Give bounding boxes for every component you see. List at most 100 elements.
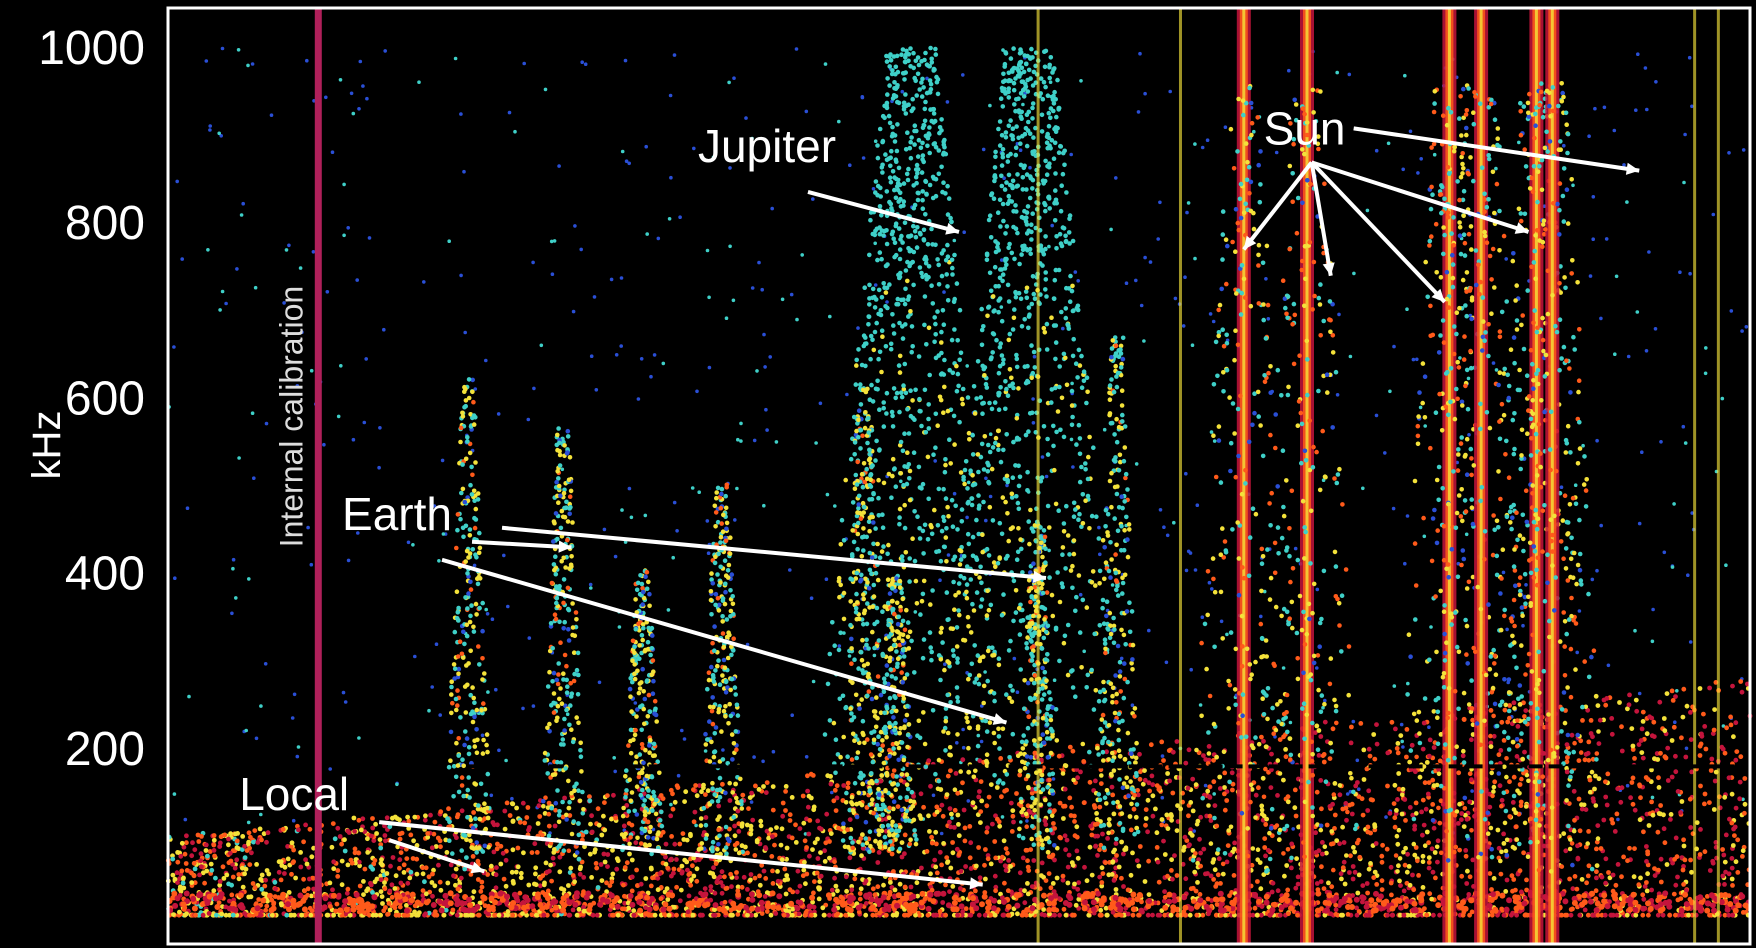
emission-dot (1438, 798, 1444, 804)
emission-dot (342, 837, 347, 843)
emission-dot (183, 817, 188, 822)
emission-dot (849, 887, 855, 893)
emission-dot (1688, 640, 1693, 644)
emission-dot (336, 414, 341, 419)
emission-dot (748, 872, 754, 877)
emission-dot (357, 863, 362, 869)
emission-dot (232, 865, 238, 871)
emission-dot (695, 389, 699, 394)
emission-dot (1643, 775, 1649, 780)
emission-dot (264, 839, 269, 845)
emission-dot (1723, 832, 1729, 838)
emission-dot (1427, 753, 1432, 759)
emission-dot (1024, 912, 1029, 918)
emission-dot (218, 834, 224, 840)
emission-dot (1352, 869, 1358, 875)
emission-dot (1489, 887, 1494, 892)
emission-dot (490, 617, 495, 621)
emission-dot (1429, 625, 1433, 629)
emission-dot (1619, 724, 1624, 730)
emission-dot (427, 708, 431, 713)
emission-dot (284, 248, 289, 252)
emission-dot (1504, 257, 1508, 261)
emission-dot (1650, 639, 1655, 644)
emission-dot (871, 187, 876, 191)
emission-dot (396, 912, 402, 918)
emission-dot (1407, 759, 1413, 765)
emission-dot (1155, 912, 1161, 918)
emission-dot (1316, 728, 1322, 733)
emission-dot (491, 849, 497, 855)
emission-dot (289, 840, 295, 846)
emission-dot (1009, 829, 1015, 834)
emission-dot (1348, 740, 1354, 746)
emission-dot (1405, 851, 1410, 857)
emission-dot (1103, 905, 1109, 911)
emission-dot (1416, 873, 1421, 878)
emission-dot (261, 891, 266, 896)
emission-dot (983, 670, 987, 674)
emission-dot (1113, 887, 1119, 892)
emission-dot (1320, 851, 1325, 857)
emission-dot (763, 846, 769, 852)
emission-dot (963, 864, 968, 869)
emission-dot (347, 912, 353, 918)
emission-dot (1001, 838, 1007, 844)
emission-dot (1348, 853, 1353, 859)
emission-dot (1137, 844, 1143, 849)
emission-dot (405, 912, 411, 918)
emission-dot (521, 706, 525, 711)
emission-dot (1682, 180, 1686, 185)
emission-dot (1208, 312, 1213, 316)
emission-dot (958, 886, 963, 891)
emission-dot (1014, 791, 1019, 796)
emission-dot (703, 749, 708, 753)
emission-dot (1422, 906, 1427, 911)
emission-dot (895, 804, 901, 809)
emission-dot (914, 880, 920, 886)
emission-dot (1401, 167, 1405, 172)
emission-dot (1644, 844, 1649, 849)
emission-dot (1488, 708, 1494, 713)
emission-dot (459, 112, 463, 116)
emission-dot (1285, 887, 1291, 893)
emission-dot (1731, 734, 1736, 740)
emission-dot (979, 739, 984, 744)
emission-dot (425, 834, 431, 840)
emission-dot (1577, 609, 1582, 613)
emission-dot (622, 865, 628, 870)
emission-dot (1729, 876, 1735, 882)
emission-dot (1368, 861, 1373, 866)
emission-dot (216, 900, 222, 905)
emission-dot (552, 239, 557, 243)
emission-dot (697, 783, 702, 788)
emission-dot (822, 848, 827, 854)
emission-dot (1435, 859, 1440, 865)
emission-dot (1150, 912, 1155, 918)
emission-dot (361, 84, 365, 88)
emission-dot (242, 871, 248, 877)
emission-dot (1173, 296, 1178, 301)
emission-dot (1595, 438, 1599, 443)
emission-dot (1389, 912, 1395, 918)
emission-dot (811, 807, 817, 813)
emission-dot (1405, 307, 1409, 312)
emission-dot (537, 814, 543, 819)
emission-dot (1653, 327, 1658, 331)
emission-dot (1460, 753, 1466, 759)
emission-dot (230, 912, 236, 918)
emission-dot (599, 878, 605, 883)
emission-dot (479, 879, 485, 885)
emission-dot (1679, 799, 1685, 804)
emission-dot (568, 865, 574, 871)
emission-dot (705, 248, 710, 253)
emission-dot (1396, 771, 1402, 776)
emission-dot (925, 912, 931, 918)
emission-dot (1039, 873, 1044, 878)
emission-dot (1184, 568, 1189, 573)
emission-dot (266, 871, 272, 877)
emission-dot (306, 525, 310, 530)
emission-dot (944, 855, 950, 860)
emission-dot (532, 386, 536, 391)
emission-dot (404, 856, 410, 861)
